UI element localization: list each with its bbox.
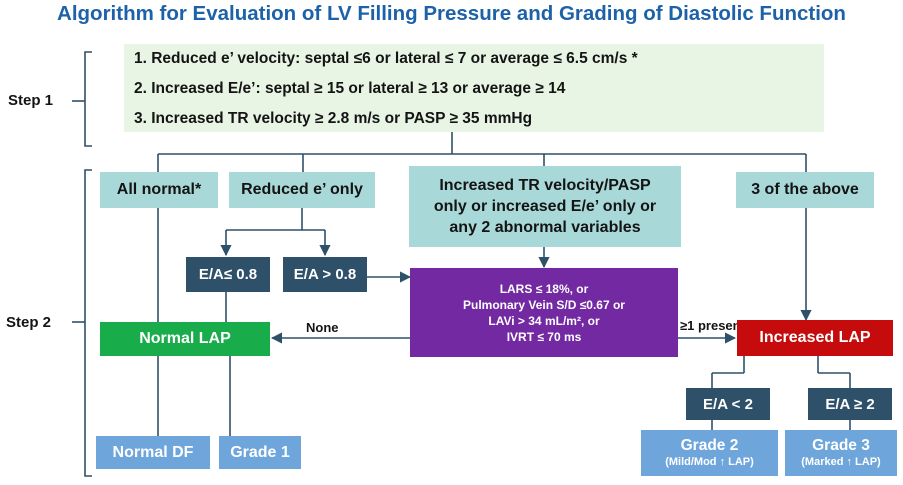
step2-bracket [84,169,92,477]
present-label: ≥1 present [680,318,745,333]
ea-ge2-box: E/A ≥ 2 [808,388,892,420]
grade2-title: Grade 2 [680,437,739,454]
step1-label: Step 1 [8,92,54,109]
normal-lap-box: Normal LAP [100,322,270,356]
step2-label: Step 2 [6,314,52,331]
increased-tr-line-3: any 2 abnormal variables [449,219,641,236]
grade2-subtitle: (Mild/Mod ↑ LAP) [665,456,754,468]
ea-lt2-box: E/A < 2 [686,388,770,420]
criterion-1: 1. Reduced e’ velocity: septal ≤6 or lat… [134,50,638,67]
normal-df-box: Normal DF [96,436,210,469]
secondary-criterion-1: LARS ≤ 18%, or [499,281,589,296]
secondary-criterion-2: Pulmonary Vein S/D ≤0.67 or [463,297,625,312]
reduced-e-only-box: Reduced e’ only [229,172,375,208]
secondary-criterion-3: LAVi > 34 mL/m², or [488,313,600,328]
grade3-title: Grade 3 [812,437,870,454]
increased-tr-line-2: only or increased E/e’ only or [433,198,657,215]
increased-tr-box: Increased TR velocity/PASP only or incre… [409,166,681,247]
secondary-criteria-box: LARS ≤ 18%, or Pulmonary Vein S/D ≤0.67 … [410,268,678,357]
criteria-box: 1. Reduced e’ velocity: septal ≤6 or lat… [124,44,824,132]
grade3-subtitle: (Marked ↑ LAP) [801,456,881,468]
grade2-box: Grade 2 (Mild/Mod ↑ LAP) [641,430,778,476]
three-of-above-box: 3 of the above [736,172,874,208]
ea-low-box: E/A≤ 0.8 [186,257,270,292]
criterion-2: 2. Increased E/e’: septal ≥ 15 or latera… [134,80,566,97]
page-title: Algorithm for Evaluation of LV Filling P… [57,2,846,25]
ea-high-box: E/A > 0.8 [283,257,367,292]
increased-tr-line-1: Increased TR velocity/PASP [439,177,651,194]
grade1-box: Grade 1 [219,436,301,469]
none-label: None [306,320,339,335]
increased-lap-box: Increased LAP [737,320,893,356]
secondary-criterion-4: IVRT ≤ 70 ms [506,329,582,344]
step1-bracket [84,51,92,147]
criterion-3: 3. Increased TR velocity ≥ 2.8 m/s or PA… [134,110,533,127]
grade3-box: Grade 3 (Marked ↑ LAP) [785,430,897,476]
all-normal-box: All normal* [100,172,218,208]
